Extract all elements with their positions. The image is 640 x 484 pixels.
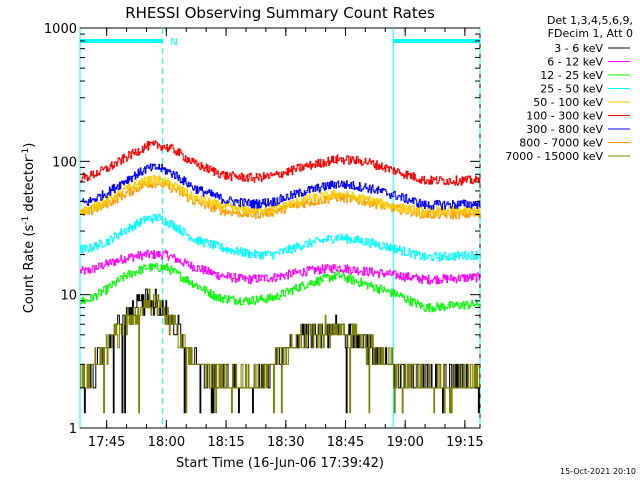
legend-label-3: 25 - 50 keV bbox=[540, 83, 603, 96]
legend-label-4: 50 - 100 keV bbox=[533, 96, 603, 109]
x-axis-label: Start Time (16-Jun-06 17:39:42) bbox=[176, 456, 384, 471]
legend-label-1: 6 - 12 keV bbox=[547, 56, 603, 69]
series-line-300-800-kev bbox=[80, 163, 481, 210]
y-axis-label-part1: Count Rate (s bbox=[22, 225, 37, 314]
y-tick-label-1: 10 bbox=[60, 289, 77, 304]
series-line-25-50-kev bbox=[80, 213, 481, 262]
legend: Det 1,3,4,5,6,9, FDecim 1, Att 0 3 - 6 k… bbox=[505, 14, 633, 163]
y-tick-label-3: 1000 bbox=[44, 22, 77, 37]
series-line-50-100-kev bbox=[80, 175, 481, 217]
x-tick-label-0: 17:45 bbox=[88, 435, 125, 450]
x-tick-label-4: 18:45 bbox=[327, 435, 364, 450]
night-marker-label: N bbox=[170, 37, 177, 48]
y-axis-label-sup2: -1 bbox=[21, 148, 31, 157]
legend-label-6: 300 - 800 keV bbox=[526, 123, 603, 136]
footer-date: 15-Oct-2021 20:10 bbox=[560, 467, 636, 476]
series-line-12-25-kev bbox=[80, 262, 481, 313]
x-tick-label-2: 18:15 bbox=[207, 435, 244, 450]
chart-title: RHESSI Observing Summary Count Rates bbox=[125, 4, 435, 22]
legend-label-8: 7000 - 15000 keV bbox=[505, 150, 603, 163]
y-axis: 1 10 100 1000 bbox=[44, 22, 480, 437]
y-tick-label-0: 1 bbox=[69, 422, 77, 437]
y-axis-label-sup1: -1 bbox=[21, 216, 31, 225]
x-tick-label-5: 19:00 bbox=[386, 435, 423, 450]
annotations: N bbox=[79, 28, 481, 428]
series-line-100-300-kev bbox=[80, 140, 481, 186]
series-layer bbox=[80, 140, 481, 414]
y-axis-label-part2: detector bbox=[22, 156, 37, 216]
x-tick-label-6: 19:15 bbox=[446, 435, 483, 450]
legend-label-2: 12 - 25 keV bbox=[540, 69, 603, 82]
legend-header-line2: FDecim 1, Att 0 bbox=[548, 27, 633, 40]
legend-label-5: 100 - 300 keV bbox=[526, 110, 603, 123]
y-tick-label-2: 100 bbox=[52, 155, 77, 170]
legend-label-0: 3 - 6 keV bbox=[554, 42, 603, 55]
series-line-7000-15000-kev bbox=[80, 288, 480, 414]
x-tick-label-1: 18:00 bbox=[148, 435, 185, 450]
y-axis-label: Count Rate (s-1 detector-1) bbox=[21, 143, 37, 314]
x-tick-label-3: 18:30 bbox=[267, 435, 304, 450]
legend-label-7: 800 - 7000 keV bbox=[519, 137, 603, 150]
series-line-6-12-kev bbox=[80, 249, 481, 285]
legend-header-line1: Det 1,3,4,5,6,9, bbox=[547, 14, 633, 27]
x-axis: 17:45 18:00 18:15 18:30 18:45 19:00 19:15 bbox=[88, 28, 484, 450]
y-axis-label-part3: ) bbox=[22, 143, 37, 148]
